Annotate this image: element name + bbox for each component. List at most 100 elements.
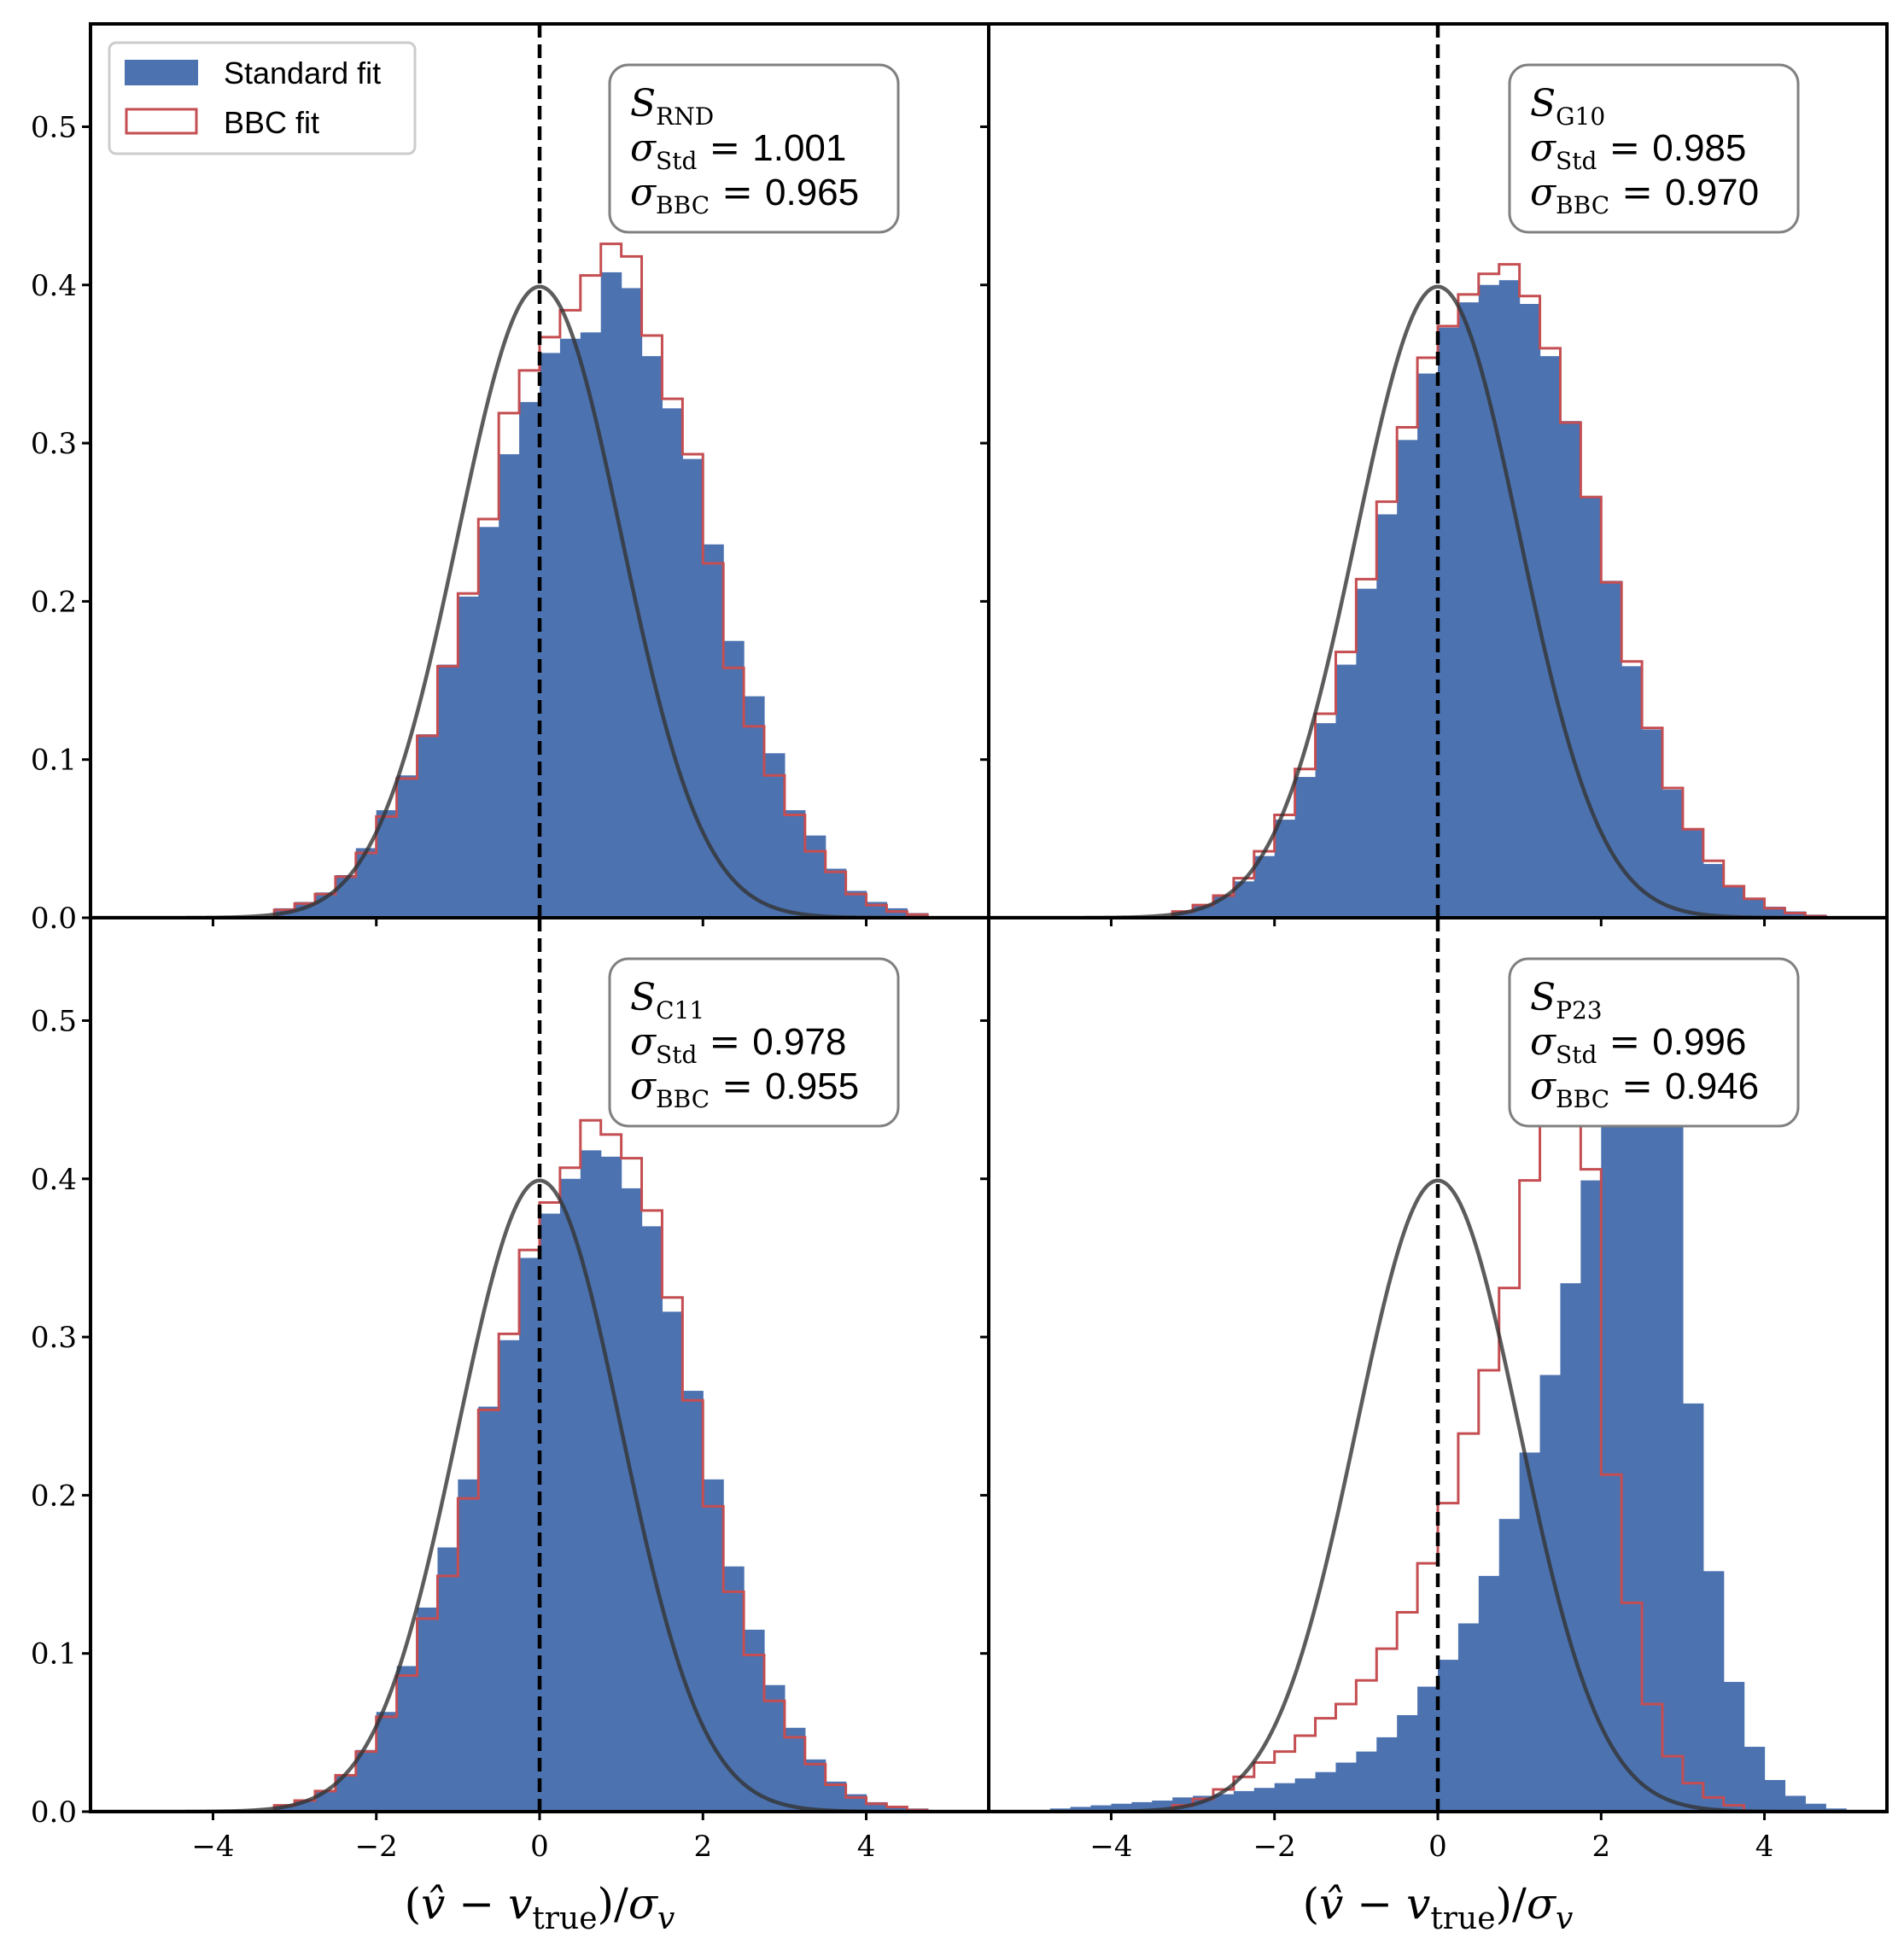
standard-bar [1642,1031,1663,1812]
xtick-label: 0 [1428,1830,1447,1864]
standard-bar [1682,1403,1704,1812]
ytick-label: 0.2 [31,585,77,619]
standard-bar [499,1340,520,1812]
standard-bar [1580,497,1602,918]
standard-bar [825,1781,847,1812]
standard-bar [703,1479,724,1812]
bbc-step [1171,1025,1746,1812]
standard-bar [1723,885,1745,918]
standard-bar [559,1178,581,1812]
standard-bar [1131,1801,1153,1812]
standard-bar [1417,1686,1439,1812]
standard-bar [723,640,745,918]
legend-bbc-label: BBC fit [224,105,319,140]
standard-bar [1560,421,1581,918]
sample-label: SRND [630,82,714,131]
standard-bar [1233,1790,1255,1812]
standard-bar [764,753,786,918]
standard-bar [804,1759,826,1812]
standard-bar [744,696,765,918]
standard-bar [1621,666,1643,918]
sigma-bbc-label: σBBC = 0.946 [1530,1065,1759,1113]
standard-bar [886,1807,908,1812]
xtick-label: 4 [857,1830,876,1864]
standard-bar [1784,911,1806,918]
standard-bar [1253,855,1276,918]
standard-bar [1111,1803,1132,1812]
ytick-label: 0.0 [31,1795,77,1830]
xtick-label: −2 [1253,1830,1296,1864]
standard-bar [600,271,622,918]
x-axis-label: (v̂ − vtrue)/σv [405,1879,675,1936]
standard-bar [621,1188,643,1812]
legend-standard-label: Standard fit [224,55,381,90]
standard-bar [478,1406,499,1812]
standard-bar [540,1213,561,1812]
standard-bar [641,1226,663,1812]
xtick-label: −4 [1089,1830,1132,1864]
standard-bar [1438,327,1459,918]
legend: Standard fit BBC fit [108,41,417,155]
ytick-label: 0.3 [31,427,77,461]
standard-bar [1315,1772,1337,1812]
ytick-label: 0.0 [31,902,77,936]
sigma-std-label: σStd = 0.996 [1530,1020,1746,1069]
standard-bar [1498,1519,1521,1812]
standard-bar [1397,440,1418,918]
standard-bar [1294,777,1317,918]
standard-bar [682,458,704,918]
xtick-label: −2 [355,1830,398,1864]
bbc-step [272,242,929,918]
ytick-label: 0.5 [31,1004,77,1038]
standard-bar [1764,1779,1786,1812]
ytick-label: 0.4 [31,1163,77,1197]
sample-label: SC11 [630,976,704,1024]
standard-bar [1356,1751,1377,1812]
standard-bar [1294,1778,1317,1812]
xtick-label: 4 [1755,1830,1774,1864]
plot-area [91,24,989,918]
standard-bar [825,868,847,918]
ytick-label: 0.1 [31,744,77,778]
standard-bar [723,1566,745,1812]
standard-bar [580,1150,602,1812]
plot-area [91,918,989,1812]
standard-bar [1478,284,1500,918]
sample-label: SP23 [1530,976,1603,1024]
standard-bar [1315,723,1337,918]
standard-bar [804,835,826,918]
standard-bar [1784,1795,1806,1812]
standard-bar [1703,1571,1725,1812]
standard-bar [1601,1126,1622,1812]
standard-bar [1662,789,1684,918]
ytick-label: 0.1 [31,1637,77,1672]
standard-bar [417,1607,439,1812]
standard-bar [396,775,418,918]
standard-bar [1682,829,1704,918]
standard-bar [458,596,479,918]
standard-bar [519,1258,540,1812]
standard-bar [1457,1623,1480,1812]
standard-bar [600,1156,622,1812]
standard-bar [1417,373,1439,918]
standard-bar [437,1547,458,1812]
standard-bar [1335,664,1357,918]
standard-bar [458,1479,479,1812]
legend-bbc-swatch [125,108,198,135]
standard-bar [764,1684,786,1812]
standard-bar [376,1712,398,1812]
standard-bar [662,408,683,918]
standard-bar [1560,1283,1581,1812]
stats-box [1508,63,1800,234]
standard-bar [1642,729,1663,918]
standard-bar [1253,1788,1276,1812]
xtick-label: −4 [191,1830,234,1864]
standard-bar [1356,588,1377,918]
standard-bar [1397,1714,1418,1812]
standard-bar [744,1629,765,1812]
standard-bar [1213,1794,1235,1812]
standard-bar [1070,1807,1092,1812]
standard-bar [437,664,458,918]
